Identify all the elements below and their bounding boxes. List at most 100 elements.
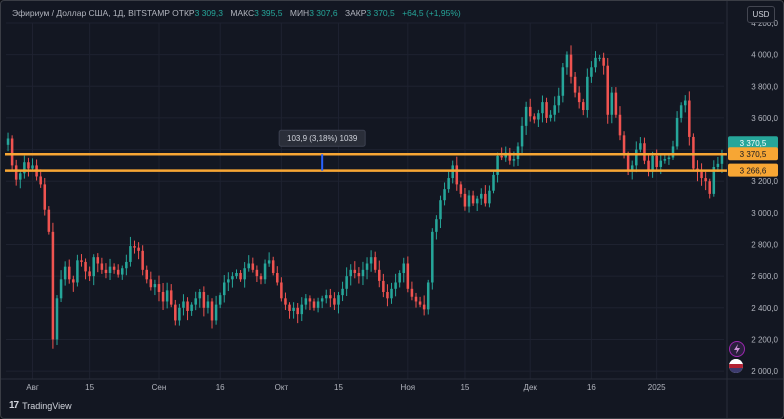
high-label: МАКС [230,8,255,18]
candle-body [365,263,369,270]
y-tick-label: 4 000,0 [751,51,778,60]
y-tick-label: 2 200,0 [751,335,778,344]
candle-body [667,157,671,160]
candle-body [569,54,573,77]
candle-body [671,146,675,158]
candle-body [96,257,100,264]
candle-body [72,279,75,283]
candle-body [47,209,51,232]
candle-body [720,154,724,164]
candle-body [520,125,524,147]
candle-body [125,261,128,269]
candle-body [104,269,108,273]
currency-button[interactable]: USD [747,6,775,23]
candle-body [27,162,30,169]
candle-body [626,154,630,171]
candle-body [455,165,459,185]
candle-body [255,269,259,277]
candle-body [700,171,703,179]
candle-body [488,190,491,204]
open-label: ОТКР [172,8,195,18]
candle-body [557,95,561,106]
candle-body [149,279,153,288]
candle-body [316,301,320,308]
candle-body [345,276,348,289]
candle-body [218,295,222,305]
candle-body [618,114,622,136]
candle-body [341,288,344,296]
candle-body [508,152,512,161]
brand-name: TradingView [22,400,72,411]
candle-body [165,290,169,302]
tradingview-logo[interactable]: 17 TradingView [9,400,72,411]
x-tick-label: 15 [334,383,343,392]
candle-body [194,298,197,305]
level-tag-upper-bg [728,147,778,161]
candle-body [586,76,589,111]
candle-body [463,193,467,207]
candle-body [280,282,283,299]
candle-body [161,291,165,302]
symbol-legend: Эфириум / Доллар США, 1Д, BITSTAMP ОТКР3… [12,8,461,18]
y-tick-label: 2 800,0 [751,241,778,250]
candle-body [174,304,177,321]
candle-body [63,266,67,280]
y-tick-label: 3 800,0 [751,82,778,91]
lightning-icon[interactable] [729,341,745,357]
candle-body [382,280,385,292]
candle-body [76,260,79,283]
candle-body [610,92,614,115]
open-value: 3 309,3 [194,8,223,18]
y-tick-label: 3 600,0 [751,114,778,123]
x-tick-label: Сен [152,383,167,392]
candle-body [533,116,536,120]
measure-label: 103,9 (3,18%) 1039 [287,134,358,143]
candle-body [541,102,544,114]
candle-body [157,284,161,292]
candle-body [206,301,210,308]
candle-body [651,155,654,172]
candle-body [55,298,59,340]
candle-body [635,149,638,166]
x-tick-label: Окт [275,383,289,392]
candle-body [594,57,597,68]
candle-body [406,263,410,289]
candle-body [349,269,352,277]
candle-body [443,189,446,201]
candle-body [333,298,336,305]
tv-mark-icon: 17 [9,400,19,411]
candle-body [247,263,250,269]
candle-body [663,159,667,161]
candle-body [643,143,646,161]
candle-body [288,304,291,311]
candle-body [471,195,475,204]
candle-body [459,184,463,194]
candle-body [500,155,503,158]
candle-body [549,114,552,118]
candle-body [259,276,263,280]
candle-body [614,92,618,115]
y-tick-label: 2 600,0 [751,272,778,281]
candle-body [439,200,442,220]
candle-body [573,76,577,93]
candle-body [639,143,642,150]
candle-body [414,296,418,302]
candle-body [92,257,95,277]
flag-icon[interactable] [729,359,743,373]
candle-body [169,290,173,305]
candle-body [202,291,206,308]
candle-body [284,298,287,305]
candle-body [704,178,707,182]
candle-body [565,54,569,68]
candle-body [190,304,193,311]
candle-body [630,165,634,171]
y-tick-label: 2 000,0 [751,367,778,376]
change-value: +64,5 (+1,95%) [402,8,461,18]
last-price-tag-bg [728,136,778,150]
candle-body [67,266,71,280]
candle-body [480,193,483,199]
candle-body [198,291,202,299]
candle-body [14,165,18,180]
